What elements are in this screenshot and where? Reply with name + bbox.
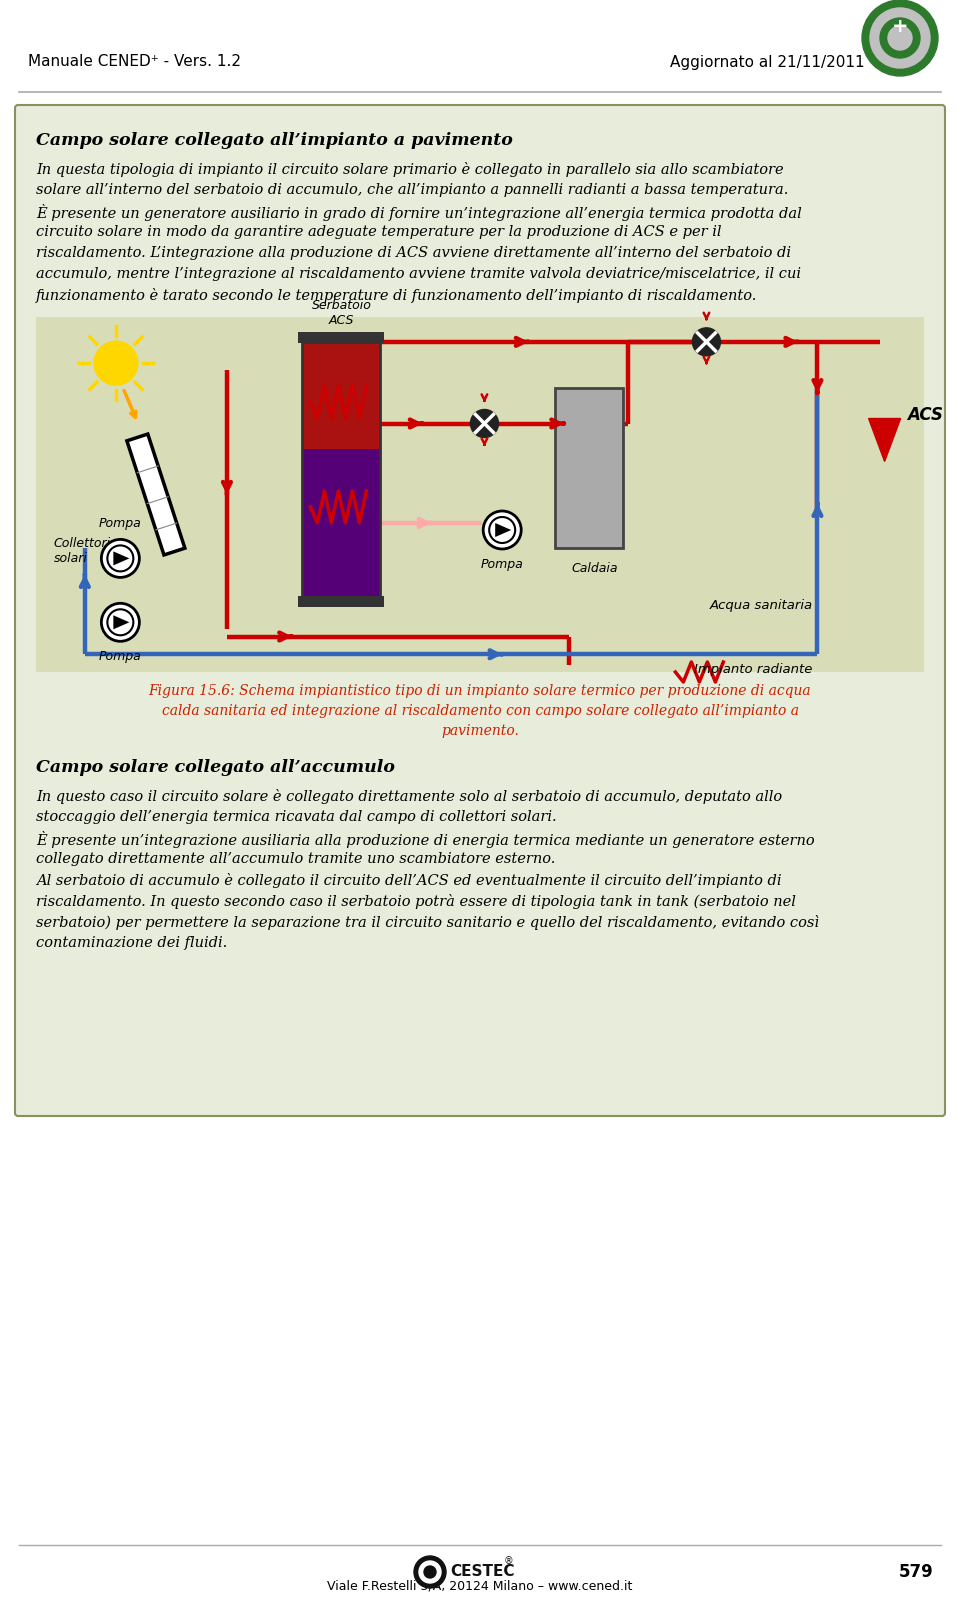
Circle shape bbox=[888, 26, 912, 50]
Bar bbox=[302, 342, 380, 597]
Circle shape bbox=[414, 1555, 446, 1587]
Circle shape bbox=[94, 341, 138, 386]
Text: stoccaggio dell’energia termica ricavata dal campo di collettori solari.: stoccaggio dell’energia termica ricavata… bbox=[36, 810, 557, 824]
Text: Pompa: Pompa bbox=[481, 558, 523, 571]
Circle shape bbox=[880, 18, 920, 58]
Text: Serbatoio
ACS: Serbatoio ACS bbox=[311, 299, 372, 326]
Text: ®: ® bbox=[504, 1555, 514, 1566]
Text: Collettori
solari: Collettori solari bbox=[54, 538, 111, 565]
Text: Aggiornato al 21/11/2011: Aggiornato al 21/11/2011 bbox=[670, 54, 865, 69]
Circle shape bbox=[102, 539, 139, 578]
Text: CESTEC: CESTEC bbox=[450, 1565, 515, 1579]
Circle shape bbox=[419, 1562, 441, 1582]
Circle shape bbox=[108, 546, 133, 571]
Text: Viale F.Restelli 5/A, 20124 Milano – www.cened.it: Viale F.Restelli 5/A, 20124 Milano – www… bbox=[327, 1579, 633, 1592]
Text: Manuale CENED⁺ - Vers. 1.2: Manuale CENED⁺ - Vers. 1.2 bbox=[28, 54, 241, 69]
Circle shape bbox=[108, 610, 133, 635]
Bar bbox=[36, 317, 924, 672]
Circle shape bbox=[692, 328, 720, 355]
Polygon shape bbox=[127, 434, 185, 555]
Bar bbox=[302, 450, 380, 597]
Text: Impianto radiante: Impianto radiante bbox=[694, 662, 812, 675]
Text: Pompa: Pompa bbox=[99, 650, 142, 664]
Text: 579: 579 bbox=[899, 1563, 933, 1581]
Text: È presente un’integrazione ausiliaria alla produzione di energia termica mediant: È presente un’integrazione ausiliaria al… bbox=[36, 830, 815, 848]
Text: È presente un generatore ausiliario in grado di fornire un’integrazione all’ener: È presente un generatore ausiliario in g… bbox=[36, 203, 802, 221]
Text: contaminazione dei fluidi.: contaminazione dei fluidi. bbox=[36, 936, 228, 950]
Text: +: + bbox=[892, 16, 908, 35]
Polygon shape bbox=[869, 419, 900, 461]
Text: circuito solare in modo da garantire adeguate temperature per la produzione di A: circuito solare in modo da garantire ade… bbox=[36, 226, 722, 238]
Circle shape bbox=[470, 410, 498, 437]
Text: pavimento.: pavimento. bbox=[441, 723, 519, 738]
Text: calda sanitaria ed integrazione al riscaldamento con campo solare collegato all’: calda sanitaria ed integrazione al risca… bbox=[161, 704, 799, 718]
Text: riscaldamento. In questo secondo caso il serbatoio potrà essere di tipologia tan: riscaldamento. In questo secondo caso il… bbox=[36, 894, 796, 909]
Text: In questa tipologia di impianto il circuito solare primario è collegato in paral: In questa tipologia di impianto il circu… bbox=[36, 162, 783, 178]
Text: collegato direttamente all’accumulo tramite uno scambiatore esterno.: collegato direttamente all’accumulo tram… bbox=[36, 851, 556, 866]
Bar bbox=[299, 331, 384, 342]
Circle shape bbox=[870, 8, 930, 67]
Polygon shape bbox=[495, 523, 512, 538]
Circle shape bbox=[424, 1566, 436, 1578]
Text: Caldaia: Caldaia bbox=[571, 562, 617, 574]
Text: funzionamento è tarato secondo le temperature di funzionamento dell’impianto di : funzionamento è tarato secondo le temper… bbox=[36, 288, 757, 302]
Circle shape bbox=[102, 603, 139, 642]
Bar bbox=[302, 342, 380, 450]
Text: Al serbatoio di accumulo è collegato il circuito dell’ACS ed eventualmente il ci: Al serbatoio di accumulo è collegato il … bbox=[36, 874, 781, 888]
Text: serbatoio) per permettere la separazione tra il circuito sanitario e quello del : serbatoio) per permettere la separazione… bbox=[36, 915, 819, 930]
Polygon shape bbox=[113, 552, 130, 565]
Polygon shape bbox=[113, 616, 130, 629]
Text: riscaldamento. L’integrazione alla produzione di ACS avviene direttamente all’in: riscaldamento. L’integrazione alla produ… bbox=[36, 246, 791, 259]
Text: accumulo, mentre l’integrazione al riscaldamento avviene tramite valvola deviatr: accumulo, mentre l’integrazione al risca… bbox=[36, 267, 801, 282]
Bar bbox=[299, 595, 384, 606]
Text: Campo solare collegato all’impianto a pavimento: Campo solare collegato all’impianto a pa… bbox=[36, 133, 513, 149]
Circle shape bbox=[483, 510, 521, 549]
Text: ACS: ACS bbox=[906, 405, 943, 424]
Text: In questo caso il circuito solare è collegato direttamente solo al serbatoio di : In questo caso il circuito solare è coll… bbox=[36, 789, 782, 803]
Text: Acqua sanitaria: Acqua sanitaria bbox=[709, 598, 812, 611]
FancyBboxPatch shape bbox=[15, 106, 945, 1117]
Circle shape bbox=[862, 0, 938, 75]
Text: solare all’interno del serbatoio di accumulo, che all’impianto a pannelli radian: solare all’interno del serbatoio di accu… bbox=[36, 182, 788, 197]
Circle shape bbox=[490, 517, 516, 542]
Bar bbox=[556, 387, 623, 547]
Text: Figura 15.6: Schema impiantistico tipo di un impianto solare termico per produzi: Figura 15.6: Schema impiantistico tipo d… bbox=[149, 685, 811, 698]
Text: Pompa: Pompa bbox=[99, 517, 142, 531]
Text: Campo solare collegato all’accumulo: Campo solare collegato all’accumulo bbox=[36, 758, 395, 776]
